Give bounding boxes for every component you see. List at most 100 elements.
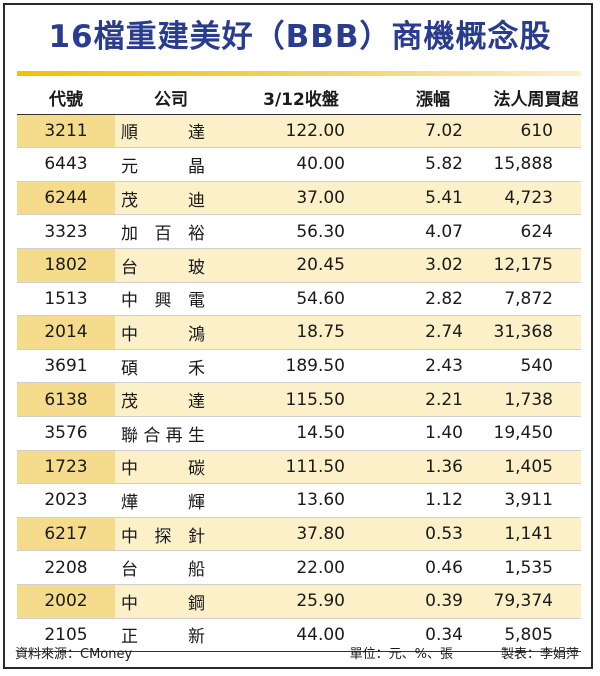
institutional-buy: 15,888 [493,154,553,175]
maker-note: 製表：李娟萍 [500,647,579,662]
table-row: 2023 燁輝 13.60 1.12 3,911 [17,484,581,518]
company-name: 中鋼 [115,584,227,618]
stock-code: 2105 [44,624,88,645]
company-name-text: 中探針 [121,526,205,547]
company-name: 元晶 [115,148,227,182]
close-price: 189.50 [285,356,345,377]
company-name-text: 茂達 [121,392,205,413]
close-price: 115.50 [285,389,345,410]
company-name-text: 中鴻 [121,324,205,345]
company-name: 正新 [115,618,227,652]
change-percent: 0.46 [425,557,463,578]
table-row: 6244 茂迪 37.00 5.41 4,723 [17,181,581,215]
stock-code: 3323 [44,221,88,242]
close-price: 44.00 [296,624,345,645]
company-name: 順達 [115,114,227,148]
table-row: 2002 中鋼 25.90 0.39 79,374 [17,584,581,618]
stock-table: 代號 公司 3/12收盤 漲幅 法人周買超 3211 順達 122.00 7.02 61… [17,81,581,652]
change-percent: 2.21 [425,389,463,410]
stock-code: 6138 [17,382,115,417]
company-name-text: 中碳 [121,459,205,480]
stock-code: 2002 [17,584,115,618]
change-percent: 3.02 [425,255,463,276]
table-row: 3576 聯合再生 14.50 1.40 19,450 [17,416,581,451]
change-percent: 0.39 [425,591,463,612]
company-name: 中鴻 [115,316,227,350]
institutional-buy: 624 [520,221,553,242]
change-percent: 1.12 [425,490,463,511]
unit-note: 單位：元、%、張 [349,647,453,662]
close-price: 18.75 [296,322,345,343]
stock-code: 6244 [17,181,115,215]
institutional-buy: 1,405 [504,456,553,477]
company-name-text: 茂迪 [121,190,205,211]
header-company: 公司 [115,81,227,115]
company-name: 茂迪 [115,181,227,215]
stock-code: 3691 [44,356,88,377]
stock-code: 1723 [17,450,115,484]
company-name-text: 燁輝 [121,492,205,513]
change-percent: 5.41 [425,188,463,209]
title-underline [17,71,581,76]
stock-code: 6217 [17,517,115,551]
close-price: 111.50 [285,456,345,477]
company-name: 中探針 [115,517,227,551]
stock-code: 2023 [44,490,88,511]
page-title: 16檔重建美好（BBB）商機概念股 [48,19,552,55]
company-name: 燁輝 [115,484,227,518]
institutional-buy: 610 [520,120,553,141]
change-percent: 4.07 [425,221,463,242]
change-percent: 2.43 [425,356,463,377]
close-price: 25.90 [296,591,345,612]
close-price: 20.45 [296,255,345,276]
close-price: 37.80 [296,524,345,545]
company-name: 碩禾 [115,349,227,383]
company-name-text: 加百裕 [121,224,205,245]
table-row: 6138 茂達 115.50 2.21 1,738 [17,382,581,417]
close-price: 13.60 [296,490,345,511]
company-name: 中碳 [115,450,227,484]
close-price: 122.00 [285,120,345,141]
institutional-buy: 31,368 [493,322,553,343]
close-price: 56.30 [296,221,345,242]
change-percent: 5.82 [425,154,463,175]
header-change: 漲幅 [375,81,491,115]
company-name: 中興電 [115,282,227,316]
stock-code: 3576 [44,423,88,444]
table-row: 6443 元晶 40.00 5.82 15,888 [17,148,581,182]
change-percent: 1.40 [425,423,463,444]
institutional-buy: 540 [520,356,553,377]
table-header-row: 代號 公司 3/12收盤 漲幅 法人周買超 [17,81,581,115]
close-price: 22.00 [296,557,345,578]
header-code: 代號 [17,81,115,115]
institutional-buy: 79,374 [493,591,553,612]
institutional-buy: 5,805 [504,624,553,645]
change-percent: 1.36 [425,456,463,477]
change-percent: 2.82 [425,288,463,309]
stock-code: 2014 [17,315,115,350]
stock-code: 6443 [44,154,88,175]
stock-code: 2208 [44,557,88,578]
close-price: 40.00 [296,154,345,175]
institutional-buy: 4,723 [504,188,553,209]
footer: 資料來源：CMoney 單位：元、%、張 製表：李娟萍 [15,645,583,665]
company-name: 茂達 [115,383,227,417]
table-row: 6217 中探針 37.80 0.53 1,141 [17,517,581,551]
table-body: 3211 順達 122.00 7.02 610 6443 元晶 40.00 5.82 15,888… [17,114,581,652]
infographic-frame: 16檔重建美好（BBB）商機概念股 代號 公司 3/12收盤 漲幅 法人周買超 … [3,3,593,669]
table-row: 3691 碩禾 189.50 2.43 540 [17,349,581,383]
table-row: 2105 正新 44.00 0.34 5,805 [17,618,581,652]
institutional-buy: 1,738 [504,389,553,410]
close-price: 14.50 [296,423,345,444]
company-name-text: 台玻 [121,257,205,278]
company-name-text: 中鋼 [121,593,205,614]
stock-code: 1802 [17,248,115,283]
close-price: 54.60 [296,288,345,309]
institutional-buy: 1,141 [504,524,553,545]
company-name-text: 正新 [121,627,205,648]
change-percent: 0.34 [425,624,463,645]
company-name-text: 聯合再生 [121,425,205,446]
institutional-buy: 19,450 [493,423,553,444]
company-name: 加百裕 [115,215,227,249]
company-name-text: 元晶 [121,156,205,177]
